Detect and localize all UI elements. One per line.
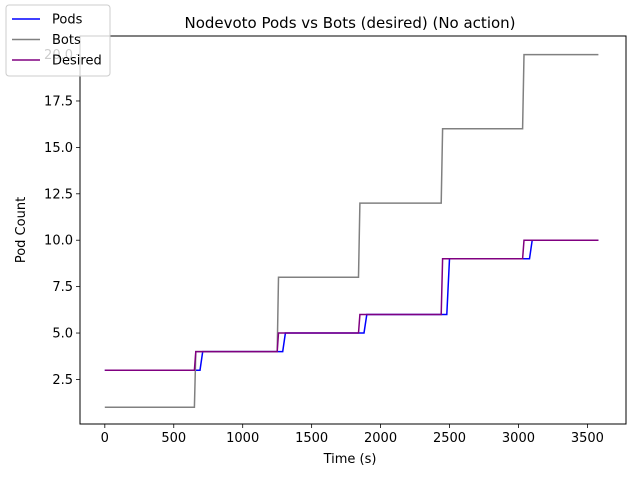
series-line-bots [104,53,599,409]
legend: Pods Bots Desired [5,4,111,77]
x-tick-label: 3000 [502,431,535,446]
x-tick-label: 3500 [571,431,604,446]
chart-title: Nodevoto Pods vs Bots (desired) (No acti… [184,14,515,32]
legend-label-bots: Bots [52,33,81,48]
y-tick-label: 15.0 [44,141,73,156]
y-axis-title: Pod Count [14,197,29,263]
x-tick-label: 2000 [364,431,397,446]
plot-lines [104,53,599,409]
y-axis: 2.55.07.510.012.515.017.520.0 [44,48,80,388]
x-axis: 0 500 1000 1500 2000 2500 3000 3500 [101,424,604,446]
legend-frame [5,4,111,77]
y-tick-label: 10.0 [44,234,73,249]
y-tick-label: 7.5 [52,280,73,295]
x-tick-label: 500 [161,431,186,446]
legend-label-desired: Desired [52,54,102,69]
plot-area-frame [79,35,627,425]
x-tick-label: 0 [101,431,109,446]
series-line-desired [104,239,599,371]
x-axis-title: Time (s) [323,452,377,467]
y-tick-label: 17.5 [44,94,73,109]
y-tick-label: 12.5 [44,187,73,202]
x-tick-label: 1500 [295,431,328,446]
y-tick-label: 2.5 [52,373,73,388]
series-line-pods [104,239,599,371]
x-tick-label: 1000 [226,431,259,446]
x-tick-label: 2500 [433,431,466,446]
legend-label-pods: Pods [52,13,83,28]
y-tick-label: 5.0 [52,327,73,342]
